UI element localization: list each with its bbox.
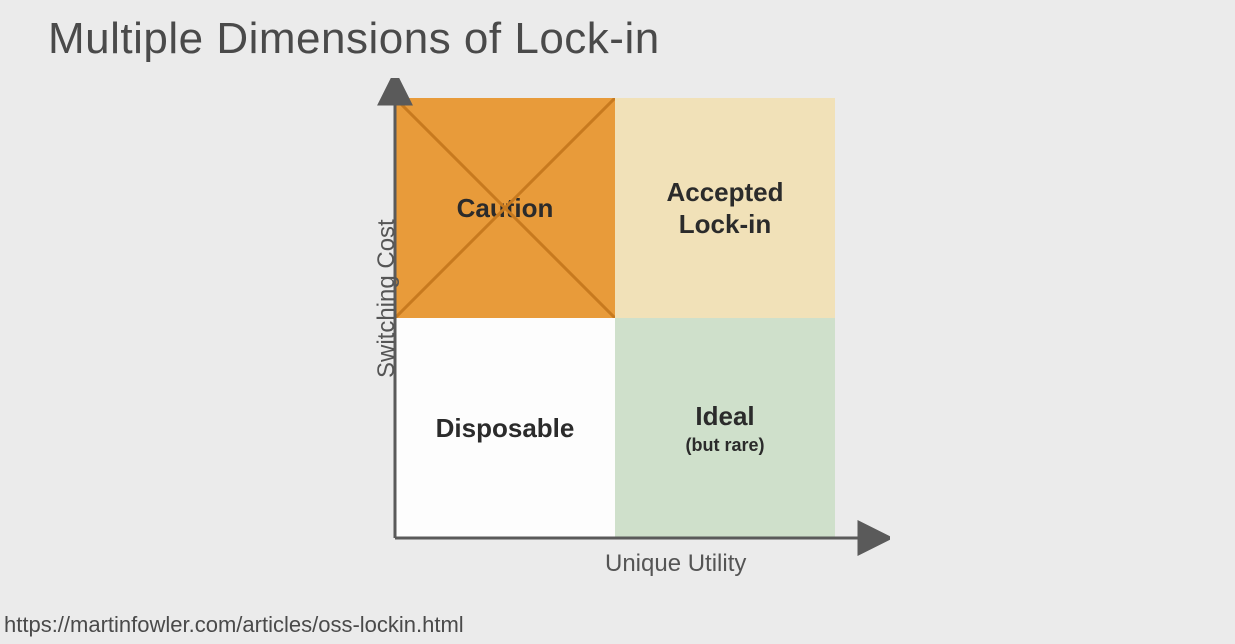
axes: [330, 78, 890, 568]
page-title: Multiple Dimensions of Lock-in: [48, 14, 660, 64]
x-axis-label: Unique Utility: [605, 550, 746, 578]
y-axis-label: Switching Cost: [373, 219, 401, 378]
quadrant-diagram: Caution Accepted Lock-in Disposable Idea…: [330, 78, 890, 568]
footer-url: https://martinfowler.com/articles/oss-lo…: [4, 612, 464, 638]
